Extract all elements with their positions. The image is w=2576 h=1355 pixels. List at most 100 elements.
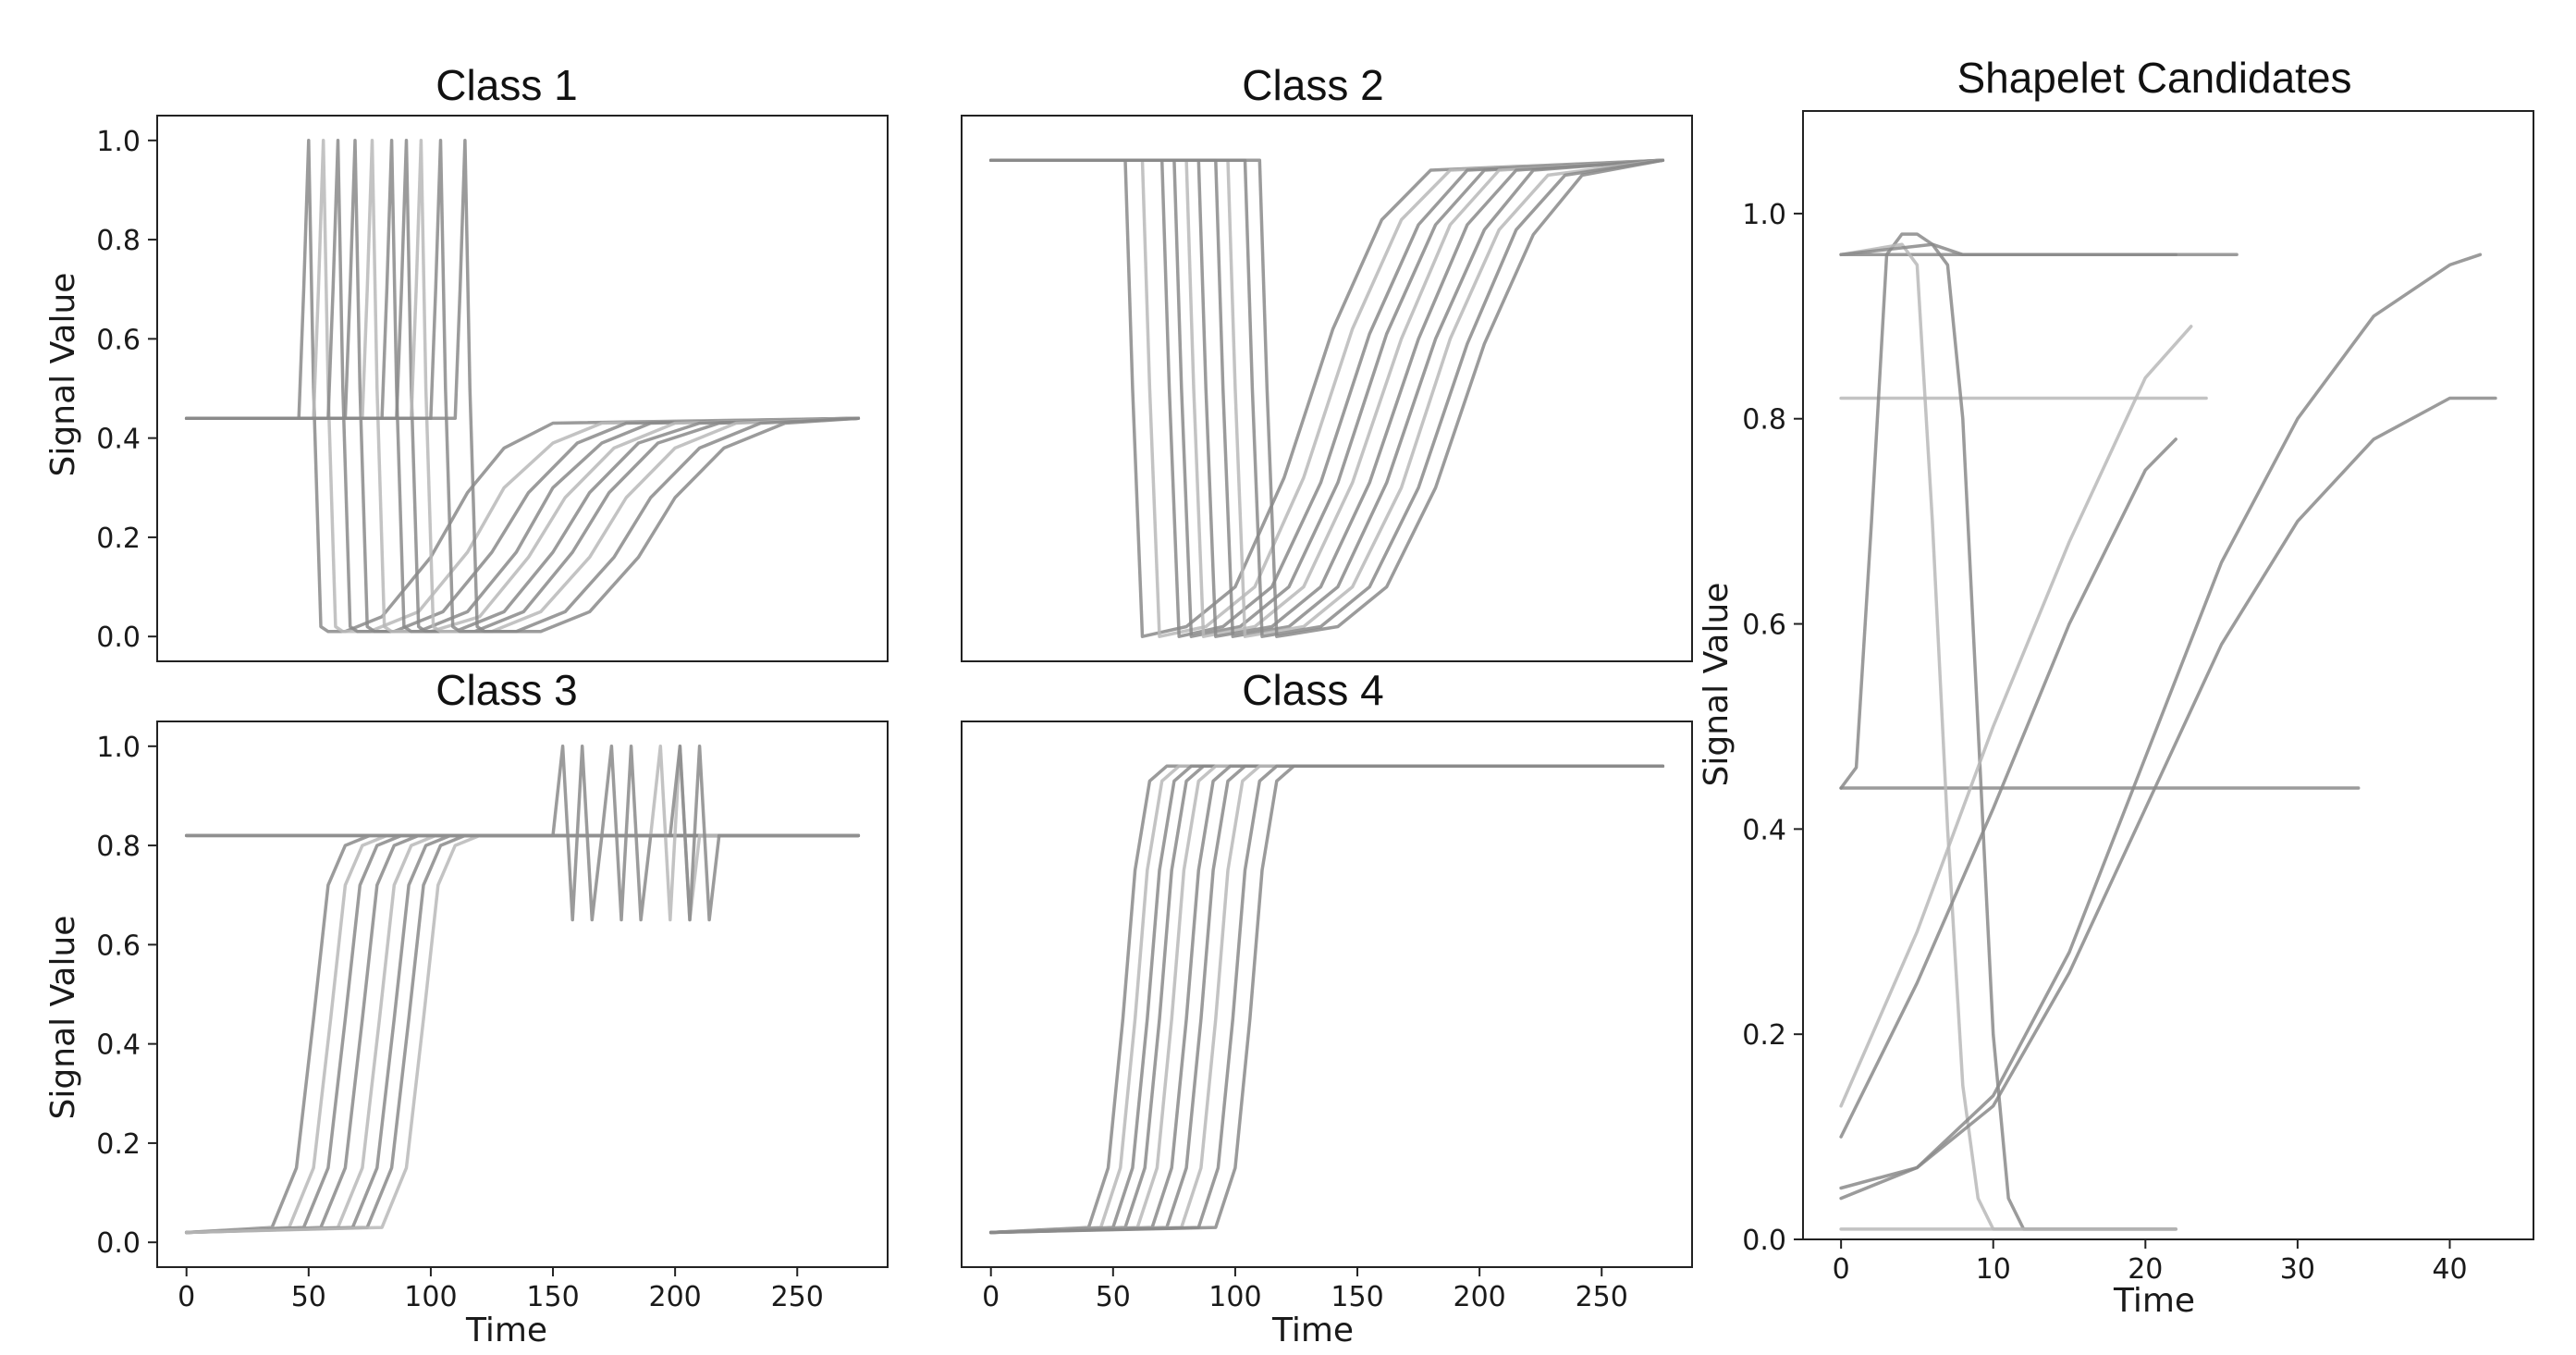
series-line [184, 139, 861, 634]
series-line [988, 158, 1665, 638]
x-tick-label: 150 [1331, 1281, 1383, 1313]
x-tick-label: 250 [771, 1281, 824, 1313]
series-group [184, 139, 861, 634]
y-tick-label: 0.6 [1742, 610, 1786, 642]
y-tick-label: 0.8 [1742, 404, 1786, 437]
ylabel-shapelet-candidates: Signal Value [1698, 583, 1736, 787]
y-tick-label: 0.2 [96, 523, 141, 555]
series-line [988, 158, 1665, 638]
y-tick-label: 1.0 [1742, 199, 1786, 231]
y-tick-label: 0.8 [96, 225, 141, 257]
panel-class-4: Class 4 Time 0 50 100 150 200 250 [961, 666, 1693, 1349]
y-tick-label: 1.0 [96, 126, 141, 158]
ylabel-class-3: Signal Value [44, 916, 82, 1120]
series-line [184, 139, 861, 634]
x-tick-label: 100 [404, 1281, 457, 1313]
series-line [988, 158, 1665, 638]
series-line [184, 745, 861, 922]
x-tick-label: 0 [982, 1281, 1000, 1313]
series-line [988, 158, 1665, 638]
series-line [988, 764, 1665, 1235]
series-line [1839, 437, 2177, 1139]
series-line [184, 833, 861, 1235]
axes-frame [156, 721, 889, 1268]
series-line [988, 158, 1665, 638]
series-line [988, 764, 1665, 1235]
series-line [184, 139, 861, 634]
panel-class-3: Class 3 Signal Value Time 0.00.20.40.60.… [44, 666, 889, 1349]
x-tick-label: 50 [291, 1281, 326, 1313]
series-line [1839, 232, 2177, 790]
series-line [988, 764, 1665, 1235]
series-line [184, 139, 861, 634]
series-line [184, 833, 861, 1235]
series-line [184, 833, 861, 1235]
y-tick-label: 1.0 [96, 732, 141, 764]
title-class-3: Class 3 [435, 666, 577, 714]
series-line [184, 745, 861, 922]
y-tick-label: 0.6 [96, 930, 141, 962]
series-line [988, 764, 1665, 1235]
series-line [184, 139, 861, 634]
x-tick-label: 0 [178, 1281, 195, 1313]
title-class-1: Class 1 [435, 61, 577, 109]
x-tick-label: 200 [649, 1281, 702, 1313]
series-line [988, 764, 1665, 1235]
x-tick-label: 150 [526, 1281, 579, 1313]
x-tick-label: 100 [1208, 1281, 1261, 1313]
plot-area-class-3: 0.0 0.2 0.4 0.6 0.8 1.0 0 50 100 150 200 250 [96, 721, 889, 1313]
series-group [184, 745, 861, 1235]
panel-class-2: Class 2 [961, 61, 1693, 662]
series-line [988, 764, 1665, 1235]
series-line [184, 745, 861, 922]
x-tick-label: 30 [2280, 1253, 2315, 1286]
series-line [184, 139, 861, 634]
axes-frame [1802, 110, 2534, 1240]
x-tick-label: 40 [2432, 1253, 2467, 1286]
axes-frame [961, 721, 1693, 1268]
series-line [184, 833, 861, 1235]
y-tick-label: 0.0 [96, 622, 141, 654]
y-tick-label: 0.2 [1742, 1019, 1786, 1052]
series-group [988, 158, 1665, 638]
series-line [988, 764, 1665, 1235]
x-tick-label: 200 [1454, 1281, 1506, 1313]
series-line [988, 158, 1665, 638]
y-tick-label: 0.4 [96, 424, 141, 456]
series-line [184, 139, 861, 634]
xlabel-shapelet-candidates: Time [2113, 1282, 2195, 1320]
series-group [1839, 232, 2497, 1231]
y-tick-label: 0.4 [1742, 814, 1786, 846]
xlabel-class-3: Time [465, 1312, 547, 1349]
title-shapelet-candidates: Shapelet Candidates [1957, 54, 2351, 102]
x-tick-label: 50 [1096, 1281, 1131, 1313]
series-line [184, 833, 861, 1235]
series-line [1839, 325, 2193, 1108]
y-tick-label: 0.2 [96, 1128, 141, 1161]
series-line [184, 833, 861, 1235]
series-line [988, 764, 1665, 1235]
series-line [988, 158, 1665, 638]
plot-area-class-4: 0 50 100 150 200 250 [961, 721, 1693, 1313]
panel-shapelet-candidates: Shapelet Candidates Signal Value Time 0.… [1698, 54, 2534, 1320]
x-tick-label: 0 [1833, 1253, 1850, 1286]
series-line [988, 158, 1665, 638]
y-tick-label: 0.0 [96, 1227, 141, 1260]
series-line [988, 764, 1665, 1235]
xlabel-class-4: Time [1271, 1312, 1354, 1349]
series-line [184, 833, 861, 1235]
series-line [988, 158, 1665, 638]
x-tick-label: 250 [1576, 1281, 1628, 1313]
title-class-2: Class 2 [1242, 61, 1383, 109]
panel-class-1: Class 1 Signal Value 0.0 0.2 0.4 0.6 0.8 1.0 [44, 61, 889, 662]
x-tick-label: 20 [2128, 1253, 2163, 1286]
y-tick-label: 0.0 [1742, 1225, 1786, 1257]
series-line [988, 158, 1665, 638]
series-line [988, 764, 1665, 1235]
axes-frame [961, 115, 1693, 662]
axes-frame [156, 115, 889, 662]
series-line [184, 139, 861, 634]
ylabel-class-1: Signal Value [44, 273, 82, 477]
y-tick-label: 0.6 [96, 324, 141, 356]
